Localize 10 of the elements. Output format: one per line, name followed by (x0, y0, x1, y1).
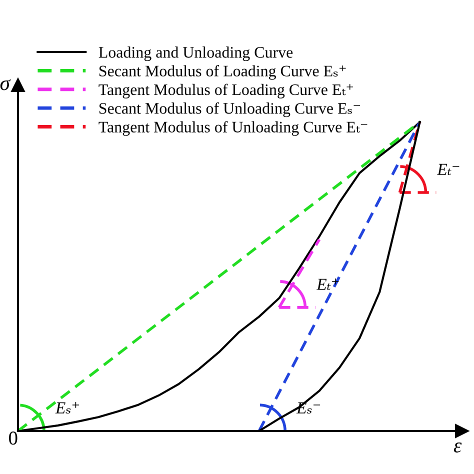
text: 0 (9, 432, 18, 445)
legend-label: Tangent Modulus of Loading Curve Eₜ⁺ (98, 84, 354, 98)
annotation: Eₛ⁺ (55, 402, 79, 414)
x-axis-title: ε (454, 442, 462, 453)
legend-label: Tangent Modulus of Unloading Curve Eₜ⁻ (98, 121, 368, 136)
legend-label: Secant Modulus of Unloading Curve Eₛ⁻ (99, 102, 360, 118)
y-axis-title: σ (0, 79, 11, 90)
text: Eₜ⁻ (437, 164, 460, 176)
legend-label: Loading and Unloading Curve (98, 46, 293, 62)
legend-label: Secant Modulus of Loading Curve Eₛ⁺ (99, 65, 346, 80)
